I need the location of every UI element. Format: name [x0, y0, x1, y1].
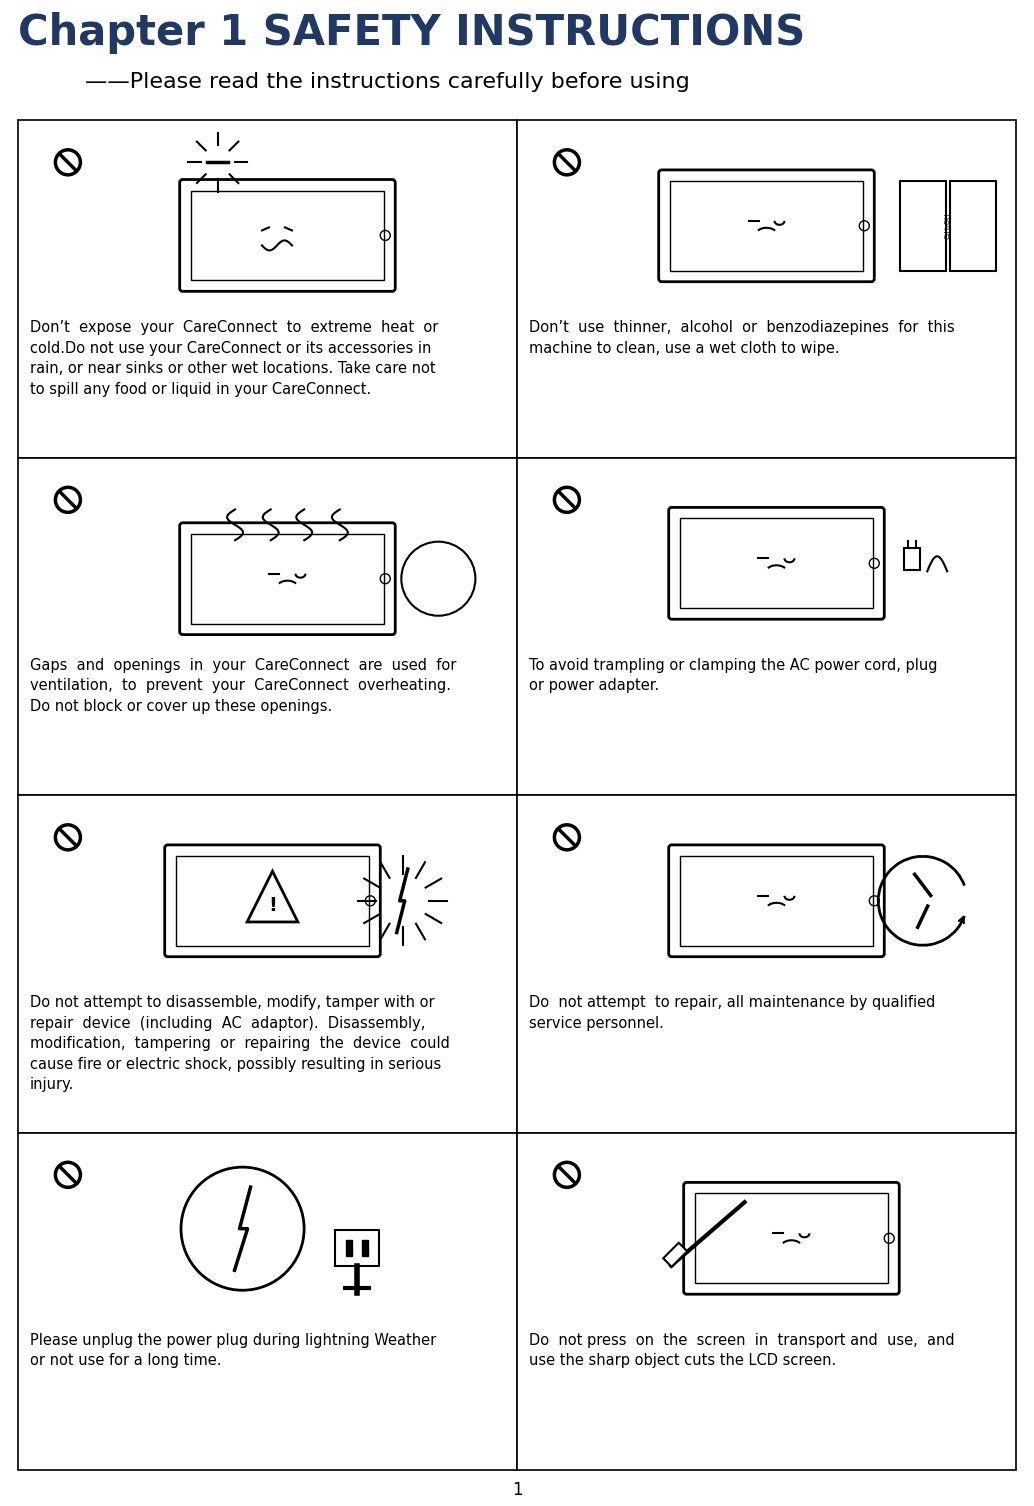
Bar: [904, 548, 920, 571]
Text: Gaps  and  openings  in  your  CareConnect  are  used  for
ventilation,  to  pre: Gaps and openings in your CareConnect ar…: [30, 658, 456, 714]
Bar: [695, 1193, 888, 1283]
Text: To avoid trampling or clamping the AC power cord, plug
or power adapter.: To avoid trampling or clamping the AC po…: [529, 658, 938, 693]
Text: Don’t  use  thinner,  alcohol  or  benzodiazepines  for  this
machine to clean, : Don’t use thinner, alcohol or benzodiaze…: [529, 321, 954, 355]
Text: Do not attempt to disassemble, modify, tamper with or
repair  device  (including: Do not attempt to disassemble, modify, t…: [30, 995, 450, 1092]
Bar: [362, 1239, 368, 1256]
FancyBboxPatch shape: [180, 179, 395, 291]
Bar: [18, 795, 517, 1133]
Bar: [190, 191, 385, 280]
Bar: [517, 120, 1016, 458]
Bar: [346, 1239, 353, 1256]
Polygon shape: [247, 870, 298, 922]
Bar: [517, 795, 1016, 1133]
FancyBboxPatch shape: [669, 508, 884, 619]
Bar: [670, 181, 863, 271]
Text: 1: 1: [512, 1480, 522, 1498]
Bar: [517, 458, 1016, 795]
FancyBboxPatch shape: [659, 170, 875, 282]
Text: Please unplug the power plug during lightning Weather
or not use for a long time: Please unplug the power plug during ligh…: [30, 1333, 436, 1369]
Bar: [335, 1230, 379, 1267]
Bar: [679, 518, 874, 608]
Text: Do  not press  on  the  screen  in  transport and  use,  and
use the sharp objec: Do not press on the screen in transport …: [529, 1333, 954, 1369]
FancyBboxPatch shape: [683, 1182, 900, 1294]
Text: ——Please read the instructions carefully before using: ——Please read the instructions carefully…: [85, 72, 690, 92]
Bar: [18, 1133, 517, 1470]
Bar: [18, 458, 517, 795]
Bar: [900, 181, 946, 271]
FancyBboxPatch shape: [669, 845, 884, 956]
Text: Do  not attempt  to repair, all maintenance by qualified
service personnel.: Do not attempt to repair, all maintenanc…: [529, 995, 936, 1030]
Text: !: !: [268, 896, 277, 914]
Bar: [190, 533, 385, 623]
Bar: [18, 120, 517, 458]
Bar: [176, 855, 369, 946]
Bar: [950, 181, 997, 271]
Bar: [517, 1133, 1016, 1470]
Bar: [679, 855, 874, 946]
Bar: [663, 1242, 688, 1267]
Text: Don’t  expose  your  CareConnect  to  extreme  heat  or
cold.Do not use your Car: Don’t expose your CareConnect to extreme…: [30, 321, 438, 396]
FancyBboxPatch shape: [180, 523, 395, 634]
FancyBboxPatch shape: [164, 845, 381, 956]
Text: Chapter 1 SAFETY INSTRUCTIONS: Chapter 1 SAFETY INSTRUCTIONS: [18, 12, 805, 54]
Text: C₂H₅OH: C₂H₅OH: [945, 212, 951, 239]
